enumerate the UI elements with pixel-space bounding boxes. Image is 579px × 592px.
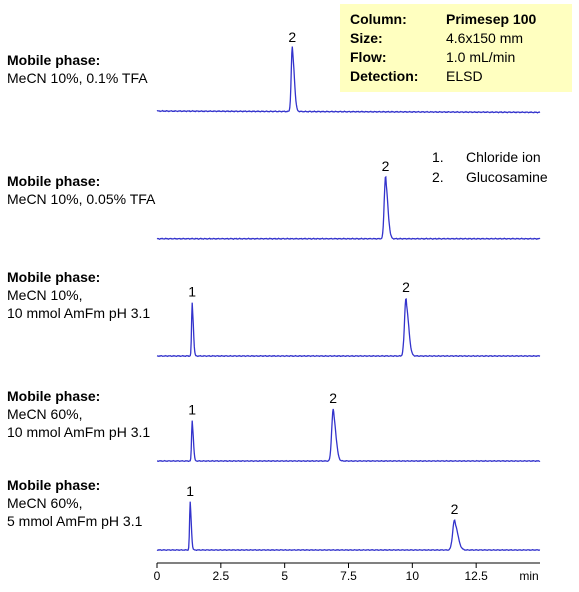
legend-item: 1. Chloride ion bbox=[432, 147, 548, 167]
mobile-phase-title: Mobile phase: bbox=[7, 477, 101, 493]
info-key: Size: bbox=[350, 30, 383, 46]
x-tick-label: 0 bbox=[154, 569, 161, 583]
x-axis-unit-label: min bbox=[519, 569, 538, 583]
peak-label: 2 bbox=[451, 501, 459, 517]
mobile-phase-title: Mobile phase: bbox=[7, 173, 101, 189]
x-tick-label: 12.5 bbox=[464, 569, 488, 583]
mobile-phase-label-1: Mobile phase: MeCN 10%, 0.1% TFA bbox=[7, 51, 148, 87]
mobile-phase-title: Mobile phase: bbox=[7, 269, 101, 285]
mobile-phase-line: MeCN 60%, bbox=[7, 495, 83, 511]
legend-item: 2. Glucosamine bbox=[432, 167, 548, 187]
mobile-phase-line: MeCN 10%, 0.05% TFA bbox=[7, 191, 156, 207]
info-row-flow: Flow: 1.0 mL/min bbox=[350, 48, 572, 67]
legend-number: 2. bbox=[432, 169, 444, 185]
column-info-box: Column: Primesep 100 Size: 4.6x150 mm Fl… bbox=[340, 4, 572, 92]
x-tick-label: 7.5 bbox=[340, 569, 357, 583]
legend-number: 1. bbox=[432, 149, 444, 165]
peak-label: 1 bbox=[188, 284, 196, 300]
mobile-phase-line: 10 mmol AmFm pH 3.1 bbox=[7, 424, 151, 440]
trace-line-3 bbox=[156, 298, 541, 358]
info-value: Primesep 100 bbox=[446, 11, 537, 27]
info-value: 4.6x150 mm bbox=[446, 30, 524, 46]
peak-label: 1 bbox=[186, 483, 194, 499]
trace-line-5 bbox=[156, 501, 541, 552]
peak-label: 2 bbox=[288, 29, 296, 45]
mobile-phase-label-4: Mobile phase: MeCN 60%, 10 mmol AmFm pH … bbox=[7, 387, 150, 441]
info-row-size: Size: 4.6x150 mm bbox=[350, 29, 572, 48]
legend-label: Glucosamine bbox=[466, 169, 548, 185]
trace-line-2 bbox=[156, 175, 541, 240]
info-row-column: Column: Primesep 100 bbox=[350, 10, 572, 29]
info-key: Flow: bbox=[350, 49, 387, 65]
x-tick-label: 2.5 bbox=[212, 569, 229, 583]
x-tick-label: 10 bbox=[406, 569, 420, 583]
peak-label: 2 bbox=[402, 279, 410, 295]
mobile-phase-label-3: Mobile phase: MeCN 10%, 10 mmol AmFm pH … bbox=[7, 268, 150, 322]
mobile-phase-line: MeCN 10%, bbox=[7, 287, 83, 303]
info-row-detection: Detection: ELSD bbox=[350, 67, 572, 86]
mobile-phase-label-5: Mobile phase: MeCN 60%, 5 mmol AmFm pH 3… bbox=[7, 476, 142, 530]
mobile-phase-line: MeCN 10%, 0.1% TFA bbox=[7, 70, 148, 86]
mobile-phase-line: 5 mmol AmFm pH 3.1 bbox=[7, 513, 143, 529]
info-key: Column: bbox=[350, 11, 407, 27]
info-value: ELSD bbox=[446, 68, 483, 84]
mobile-phase-title: Mobile phase: bbox=[7, 52, 101, 68]
peak-label: 1 bbox=[188, 401, 196, 417]
mobile-phase-line: MeCN 60%, bbox=[7, 406, 83, 422]
trace-line-1 bbox=[156, 46, 541, 114]
x-tick-label: 5 bbox=[281, 569, 288, 583]
legend-label: Chloride ion bbox=[466, 149, 541, 165]
peak-legend: 1. Chloride ion 2. Glucosamine bbox=[432, 147, 548, 187]
mobile-phase-title: Mobile phase: bbox=[7, 388, 101, 404]
peak-label: 2 bbox=[382, 158, 390, 174]
info-key: Detection: bbox=[350, 68, 419, 84]
mobile-phase-label-2: Mobile phase: MeCN 10%, 0.05% TFA bbox=[7, 172, 155, 208]
info-value: 1.0 mL/min bbox=[446, 49, 516, 65]
trace-line-4 bbox=[157, 408, 541, 463]
mobile-phase-line: 10 mmol AmFm pH 3.1 bbox=[7, 305, 151, 321]
peak-label: 2 bbox=[329, 390, 337, 406]
